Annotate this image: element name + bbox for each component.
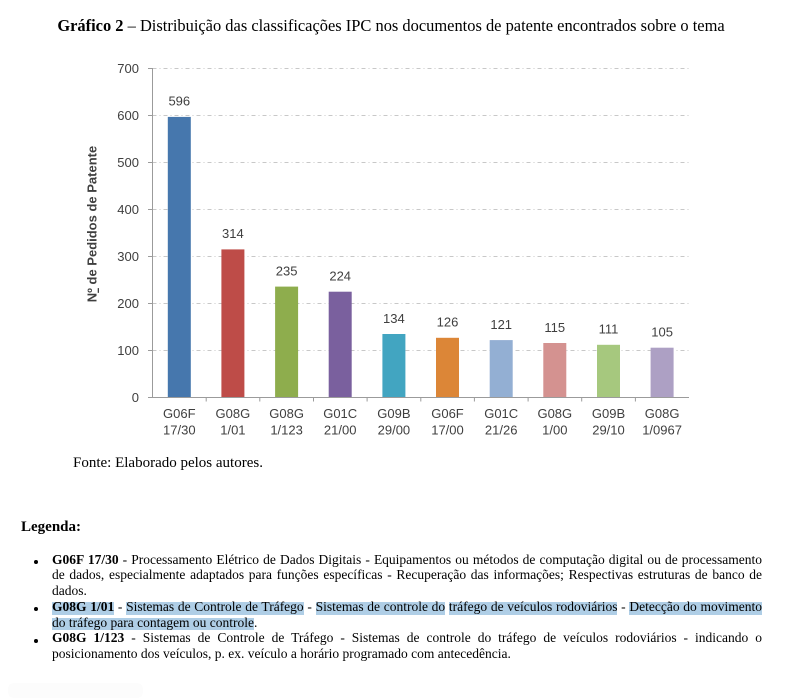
svg-text:17/00: 17/00 — [431, 422, 464, 437]
svg-text:134: 134 — [383, 311, 405, 326]
svg-text:115: 115 — [544, 320, 565, 335]
svg-text:G08G: G08G — [216, 406, 251, 421]
svg-text:0: 0 — [132, 390, 139, 405]
svg-text:596: 596 — [168, 94, 190, 109]
svg-text:29/00: 29/00 — [378, 422, 411, 437]
svg-text:600: 600 — [117, 108, 139, 123]
svg-text:29/10: 29/10 — [592, 422, 625, 437]
svg-text:G08G: G08G — [645, 406, 680, 421]
svg-text:235: 235 — [276, 263, 298, 278]
svg-text:G06F: G06F — [163, 406, 196, 421]
svg-text:300: 300 — [117, 249, 139, 264]
svg-text:1/123: 1/123 — [270, 422, 303, 437]
svg-text:200: 200 — [117, 296, 139, 311]
svg-text:G09B: G09B — [377, 406, 410, 421]
svg-text:314: 314 — [222, 226, 244, 241]
svg-text:500: 500 — [117, 155, 139, 170]
svg-text:1/0967: 1/0967 — [642, 422, 682, 437]
svg-text:100: 100 — [117, 343, 139, 358]
svg-text:126: 126 — [437, 315, 459, 330]
svg-text:1/01: 1/01 — [220, 422, 245, 437]
svg-text:17/30: 17/30 — [163, 422, 196, 437]
svg-text:700: 700 — [117, 61, 139, 76]
svg-text:400: 400 — [117, 202, 139, 217]
svg-text:G08G: G08G — [269, 406, 304, 421]
svg-text:G06F: G06F — [431, 406, 464, 421]
svg-text:G01C: G01C — [323, 406, 357, 421]
svg-text:1/00: 1/00 — [542, 422, 567, 437]
svg-text:121: 121 — [490, 317, 512, 332]
svg-text:21/00: 21/00 — [324, 422, 357, 437]
svg-text:G08G: G08G — [537, 406, 572, 421]
svg-text:G09B: G09B — [592, 406, 625, 421]
svg-text:21/26: 21/26 — [485, 422, 518, 437]
svg-text:224: 224 — [329, 269, 351, 284]
svg-text:105: 105 — [651, 325, 673, 340]
svg-text:Nº de Pedidos de Patente: Nº de Pedidos de Patente — [85, 146, 100, 302]
svg-text:111: 111 — [599, 322, 619, 337]
svg-text:G01C: G01C — [484, 406, 518, 421]
